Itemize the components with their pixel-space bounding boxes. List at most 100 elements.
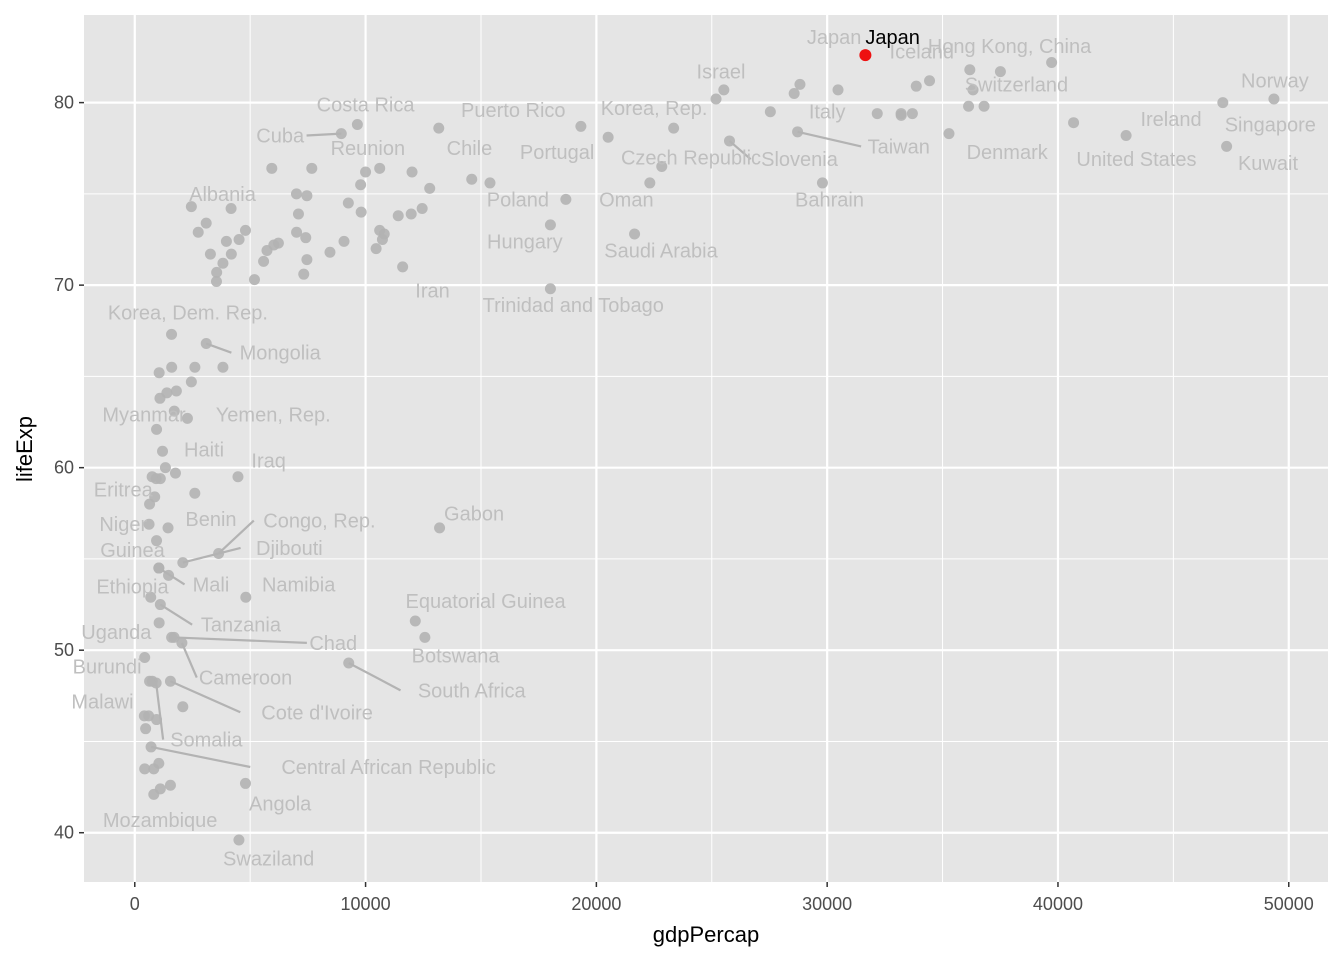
data-point <box>154 599 166 611</box>
y-tick-label: 40 <box>54 823 74 843</box>
point-label: Korea, Dem. Rep. <box>108 303 268 325</box>
data-point <box>374 224 386 236</box>
data-point <box>225 248 237 260</box>
y-tick-label: 80 <box>54 93 74 113</box>
point-label: Cameroon <box>199 668 292 690</box>
data-point <box>166 631 178 643</box>
data-point <box>233 834 245 846</box>
data-point <box>139 651 151 663</box>
data-point <box>189 487 201 499</box>
data-point <box>153 617 165 629</box>
data-point <box>153 757 165 769</box>
point-label: Ireland <box>1140 109 1201 131</box>
point-label: Singapore <box>1225 115 1316 137</box>
data-point <box>406 166 418 178</box>
data-point <box>1217 97 1229 109</box>
point-label: Namibia <box>262 574 336 596</box>
data-point <box>140 723 152 735</box>
data-point <box>164 779 176 791</box>
point-label: Malawi <box>71 691 133 713</box>
data-point <box>466 173 478 185</box>
point-label: Oman <box>599 189 653 211</box>
point-label: Saudi Arabia <box>604 240 718 262</box>
data-point <box>301 190 313 202</box>
point-label: Cuba <box>256 125 305 147</box>
data-point <box>149 491 161 503</box>
label-leader-line <box>306 132 342 137</box>
point-label: Denmark <box>967 142 1049 164</box>
data-point <box>164 675 176 687</box>
point-label: United States <box>1076 149 1196 171</box>
point-label: Switzerland <box>965 74 1068 96</box>
data-point <box>370 243 382 255</box>
data-point <box>338 235 350 247</box>
data-point <box>177 557 189 569</box>
point-label: Myanmar <box>102 405 186 427</box>
data-point <box>324 246 336 258</box>
point-label: Bahrain <box>795 189 864 211</box>
label-leader-line <box>155 682 165 740</box>
label-leader-line <box>797 130 862 148</box>
point-label: Iran <box>415 281 449 303</box>
data-point <box>153 562 165 574</box>
data-point <box>166 328 178 340</box>
data-point <box>192 226 204 238</box>
data-point <box>177 701 189 713</box>
data-point <box>200 338 212 350</box>
data-point <box>434 522 446 534</box>
point-label: Central African Republic <box>281 757 496 779</box>
data-point <box>895 108 907 120</box>
point-label: Mozambique <box>103 810 218 832</box>
point-label: Hong Kong, China <box>928 36 1092 58</box>
data-point <box>138 710 150 722</box>
x-tick-label: 10000 <box>341 894 391 914</box>
data-point <box>163 569 175 581</box>
data-point <box>1068 117 1080 129</box>
point-label: Djibouti <box>256 538 323 560</box>
data-point <box>210 275 222 287</box>
x-axis: 0 10000 20000 30000 40000 50000 <box>130 882 1314 914</box>
data-point <box>300 232 312 244</box>
data-point <box>351 119 363 131</box>
point-label: Poland <box>487 189 549 211</box>
x-tick-label: 50000 <box>1264 894 1314 914</box>
label-leader-line <box>180 642 198 679</box>
label-leader-line <box>150 745 251 769</box>
data-point <box>157 445 169 457</box>
data-point <box>994 66 1006 78</box>
data-point <box>225 202 237 214</box>
point-label: Chad <box>309 633 357 655</box>
data-point <box>146 471 158 483</box>
point-label: Kuwait <box>1238 153 1298 175</box>
data-point <box>943 128 955 140</box>
data-point <box>240 591 252 603</box>
y-axis-title: lifeExp <box>12 416 37 482</box>
point-label: Angola <box>249 794 312 816</box>
point-label: Burundi <box>73 657 142 679</box>
point-label: Iceland <box>890 42 955 64</box>
y-tick-label: 70 <box>54 275 74 295</box>
data-point <box>924 75 936 87</box>
point-label: Italy <box>809 102 846 124</box>
data-point <box>575 120 587 132</box>
data-point <box>153 367 165 379</box>
data-point <box>342 197 354 209</box>
point-label: Trinidad and Tobago <box>483 295 664 317</box>
point-label: Puerto Rico <box>461 100 566 122</box>
data-point <box>978 100 990 112</box>
point-label: Equatorial Guinea <box>406 591 567 613</box>
y-axis: 40 50 60 70 80 <box>54 93 84 843</box>
data-point <box>343 657 355 669</box>
point-label: Benin <box>185 509 236 531</box>
data-point <box>405 208 417 220</box>
point-label: Mali <box>193 574 230 596</box>
data-point <box>906 108 918 120</box>
point-label: Gabon <box>444 503 504 525</box>
data-point <box>145 591 157 603</box>
data-point <box>258 255 270 267</box>
point-label: Reunion <box>331 138 406 160</box>
data-point <box>166 361 178 373</box>
point-label: Uganda <box>81 622 152 644</box>
